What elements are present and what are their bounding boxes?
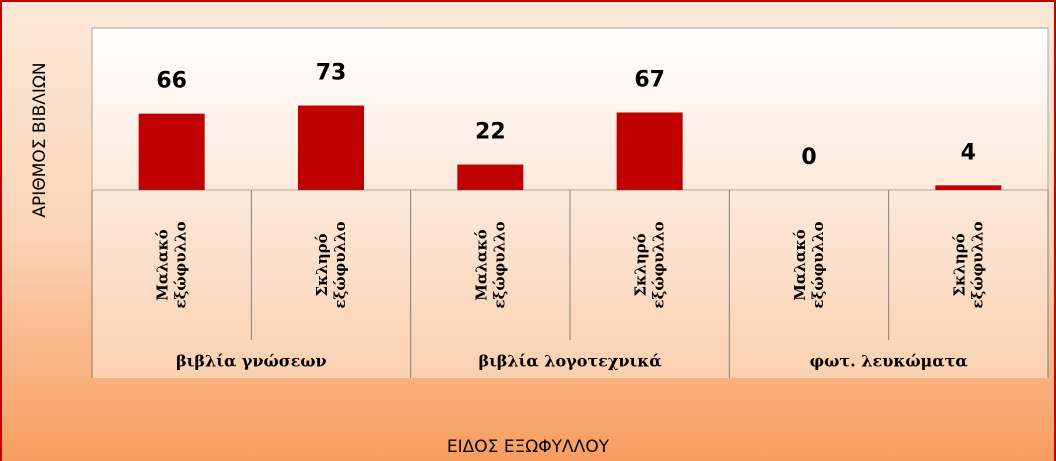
bar — [935, 185, 1002, 190]
x-tick-label: Σκληρό — [632, 233, 650, 296]
value-label: 73 — [316, 61, 347, 86]
group-label: βιβλία γνώσεων — [176, 352, 327, 371]
group-label: φωτ. λευκώματα — [810, 352, 968, 371]
bar — [298, 105, 364, 190]
x-tick-label: Σκληρό — [313, 233, 331, 296]
x-tick-label: εξώφυλλο — [809, 221, 827, 308]
bar — [138, 113, 205, 190]
x-tick-label: Μαλακό — [154, 229, 172, 300]
x-tick-label: εξώφυλλο — [172, 221, 190, 308]
value-label: 0 — [801, 145, 816, 170]
y-axis-title: ΑΡΙΘΜΟΣ ΒΙΒΛΙΩΝ — [30, 62, 50, 217]
x-tick-label: Μαλακό — [472, 229, 490, 300]
bar — [616, 112, 683, 190]
x-tick-label: εξώφυλλο — [968, 221, 986, 308]
x-tick-label: εξώφυλλο — [650, 221, 668, 308]
value-label: 22 — [475, 120, 506, 145]
x-tick-label: Σκληρό — [950, 233, 968, 296]
group-label: βιβλία λογοτεχνικά — [478, 352, 661, 371]
x-axis-title: ΕΙΔΟΣ ΕΞΩΦΥΛΛΟΥ — [447, 437, 610, 457]
bar — [457, 164, 524, 190]
value-label: 4 — [961, 140, 976, 165]
value-label: 67 — [634, 67, 665, 92]
x-tick-label: εξώφυλλο — [331, 221, 349, 308]
value-label: 66 — [156, 69, 187, 94]
x-tick-label: Μαλακό — [791, 229, 809, 300]
x-tick-label: εξώφυλλο — [490, 221, 508, 308]
